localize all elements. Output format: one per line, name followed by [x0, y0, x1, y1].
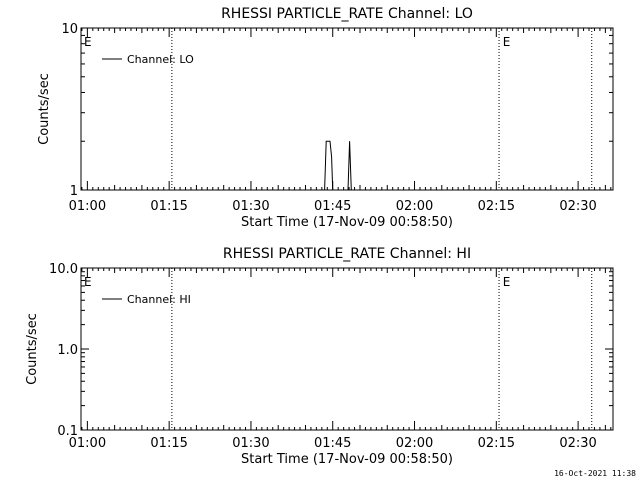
series-line-0-0	[324, 140, 352, 191]
event-marker-0-1: E	[503, 35, 511, 49]
chart-title-1: RHESSI PARTICLE_RATE Channel: HI	[223, 246, 471, 262]
y-tick-label-1-0: 0.1	[57, 424, 78, 439]
x-tick-label-0-1: 01:15	[150, 199, 187, 214]
x-axis-label-1: Start Time (17-Nov-09 00:58:50)	[241, 452, 453, 467]
x-tick-label-1-1: 01:15	[150, 436, 187, 451]
chart-title-0: RHESSI PARTICLE_RATE Channel: LO	[221, 6, 473, 22]
x-tick-label-0-2: 01:30	[232, 199, 269, 214]
footer-timestamp: 16-Oct-2021 11:38	[554, 469, 636, 478]
y-tick-label-0-1: 10	[61, 22, 78, 37]
y-tick-label-1-2: 10.0	[49, 262, 78, 277]
y-tick-label-0-0: 1	[70, 184, 78, 199]
x-tick-label-1-3: 01:45	[314, 436, 351, 451]
x-tick-label-1-0: 01:00	[69, 436, 106, 451]
x-tick-label-0-5: 02:15	[478, 199, 515, 214]
y-axis-label-0: Counts/sec	[37, 73, 52, 145]
event-marker-1-0: E	[84, 275, 92, 289]
event-marker-1-1: E	[503, 275, 511, 289]
y-tick-label-1-1: 1.0	[57, 343, 78, 358]
x-tick-label-1-4: 02:00	[396, 436, 433, 451]
x-tick-label-1-2: 01:30	[232, 436, 269, 451]
x-tick-label-1-6: 02:30	[559, 436, 596, 451]
x-tick-label-0-4: 02:00	[396, 199, 433, 214]
x-tick-label-0-6: 02:30	[559, 199, 596, 214]
x-tick-label-0-0: 01:00	[69, 199, 106, 214]
y-axis-label-1: Counts/sec	[25, 313, 40, 385]
x-tick-label-1-5: 02:15	[478, 436, 515, 451]
event-marker-0-0: E	[84, 35, 92, 49]
legend-label-1-0: Channel: HI	[127, 293, 191, 306]
legend-label-0-0: Channel: LO	[127, 53, 194, 66]
x-axis-label-0: Start Time (17-Nov-09 00:58:50)	[241, 215, 453, 230]
x-tick-label-0-3: 01:45	[314, 199, 351, 214]
